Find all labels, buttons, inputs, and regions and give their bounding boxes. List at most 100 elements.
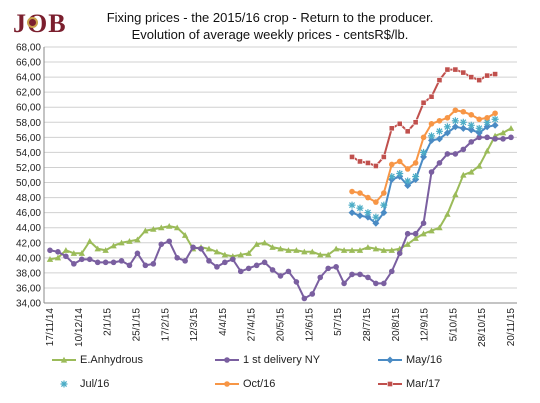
- data-point: [230, 256, 236, 263]
- data-point: [475, 124, 483, 132]
- data-point: [110, 259, 117, 266]
- data-point: [63, 253, 69, 260]
- data-point: [356, 247, 364, 253]
- data-point: [158, 241, 165, 248]
- legend-label: Mar/17: [406, 378, 441, 390]
- data-point: [500, 136, 506, 142]
- data-point: [166, 238, 173, 245]
- data-point: [62, 247, 70, 253]
- data-point: [388, 125, 395, 132]
- data-point: [412, 173, 420, 181]
- y-tick-label: 52,00: [16, 163, 41, 174]
- data-point: [333, 264, 339, 270]
- data-point: [214, 264, 220, 270]
- data-point: [253, 241, 260, 247]
- data-point: [357, 190, 363, 196]
- logo-coffee-bean-icon: [27, 17, 38, 28]
- data-point: [126, 262, 133, 269]
- legend-item: E.Anhydrous: [52, 353, 143, 367]
- data-point: [459, 124, 467, 132]
- data-point: [451, 117, 459, 125]
- data-point: [269, 267, 276, 273]
- data-point: [452, 107, 459, 114]
- data-point: [412, 160, 419, 166]
- x-tick-label: 25/1/15: [131, 308, 142, 342]
- data-point: [460, 146, 467, 153]
- y-tick-label: 50,00: [16, 178, 41, 189]
- data-point: [492, 136, 498, 142]
- y-tick-label: 36,00: [16, 283, 41, 294]
- data-point: [483, 123, 491, 131]
- data-point: [404, 128, 411, 135]
- data-point: [380, 209, 388, 217]
- data-point: [443, 123, 451, 131]
- x-tick-label: 12/3/15: [189, 308, 200, 342]
- data-point: [483, 118, 491, 126]
- data-point: [475, 129, 483, 137]
- data-point: [324, 251, 332, 258]
- data-point: [444, 210, 451, 217]
- data-point: [174, 255, 180, 261]
- data-point: [396, 169, 404, 177]
- data-point: [436, 160, 443, 166]
- series-line: [49, 127, 512, 261]
- data-point: [420, 99, 427, 106]
- data-point: [46, 256, 54, 262]
- data-point: [309, 291, 316, 297]
- data-point: [484, 114, 490, 121]
- data-point: [348, 209, 356, 217]
- data-point: [404, 230, 411, 237]
- data-point: [364, 244, 372, 250]
- data-point: [86, 238, 93, 244]
- y-tick-label: 58,00: [16, 118, 41, 129]
- data-point: [492, 71, 499, 78]
- data-point: [261, 259, 268, 266]
- y-tick-label: 66,00: [16, 58, 41, 69]
- data-point: [459, 118, 467, 126]
- y-axis-tick-labels: 34,00 36,00 38,00 40,00 42,00 44,00 46,00 48,00…: [16, 43, 41, 310]
- legend-swatch: [215, 357, 239, 363]
- x-tick-label: 10/12/14: [74, 308, 85, 347]
- data-point: [118, 258, 125, 264]
- data-point: [173, 224, 181, 231]
- data-point: [340, 247, 348, 253]
- data-point: [325, 265, 331, 272]
- data-point: [182, 258, 188, 264]
- data-point: [253, 262, 260, 269]
- data-point: [102, 247, 109, 253]
- x-tick-label: 17/2/15: [160, 308, 171, 342]
- data-point: [206, 258, 212, 264]
- data-point: [428, 121, 435, 127]
- data-point: [460, 171, 467, 178]
- logo-text: JOB: [13, 9, 67, 38]
- data-point: [444, 114, 451, 121]
- data-point: [166, 223, 173, 229]
- data-point: [245, 250, 252, 256]
- x-tick-label: 20/11/15: [506, 308, 517, 347]
- data-point: [476, 116, 483, 123]
- data-point: [476, 162, 483, 169]
- data-point: [451, 123, 459, 131]
- data-point: [341, 280, 347, 287]
- data-point: [381, 280, 387, 287]
- data-point: [364, 209, 372, 217]
- data-point: [94, 259, 101, 266]
- data-point: [428, 169, 435, 175]
- data-point: [507, 125, 515, 131]
- data-point: [365, 274, 371, 281]
- legend-swatch: [378, 381, 402, 387]
- data-point: [158, 224, 165, 231]
- data-point: [285, 247, 292, 253]
- data-point: [357, 271, 363, 278]
- data-point: [205, 245, 213, 252]
- data-point: [388, 161, 395, 168]
- data-point: [428, 93, 435, 100]
- series-1-st-delivery-ny: [47, 134, 514, 302]
- data-point: [428, 132, 436, 140]
- data-point: [460, 108, 467, 115]
- data-point: [372, 213, 380, 221]
- legend-item: Jul/16: [52, 377, 109, 391]
- data-point: [428, 227, 435, 234]
- y-tick-label: 68,00: [16, 43, 41, 54]
- data-point: [198, 245, 204, 252]
